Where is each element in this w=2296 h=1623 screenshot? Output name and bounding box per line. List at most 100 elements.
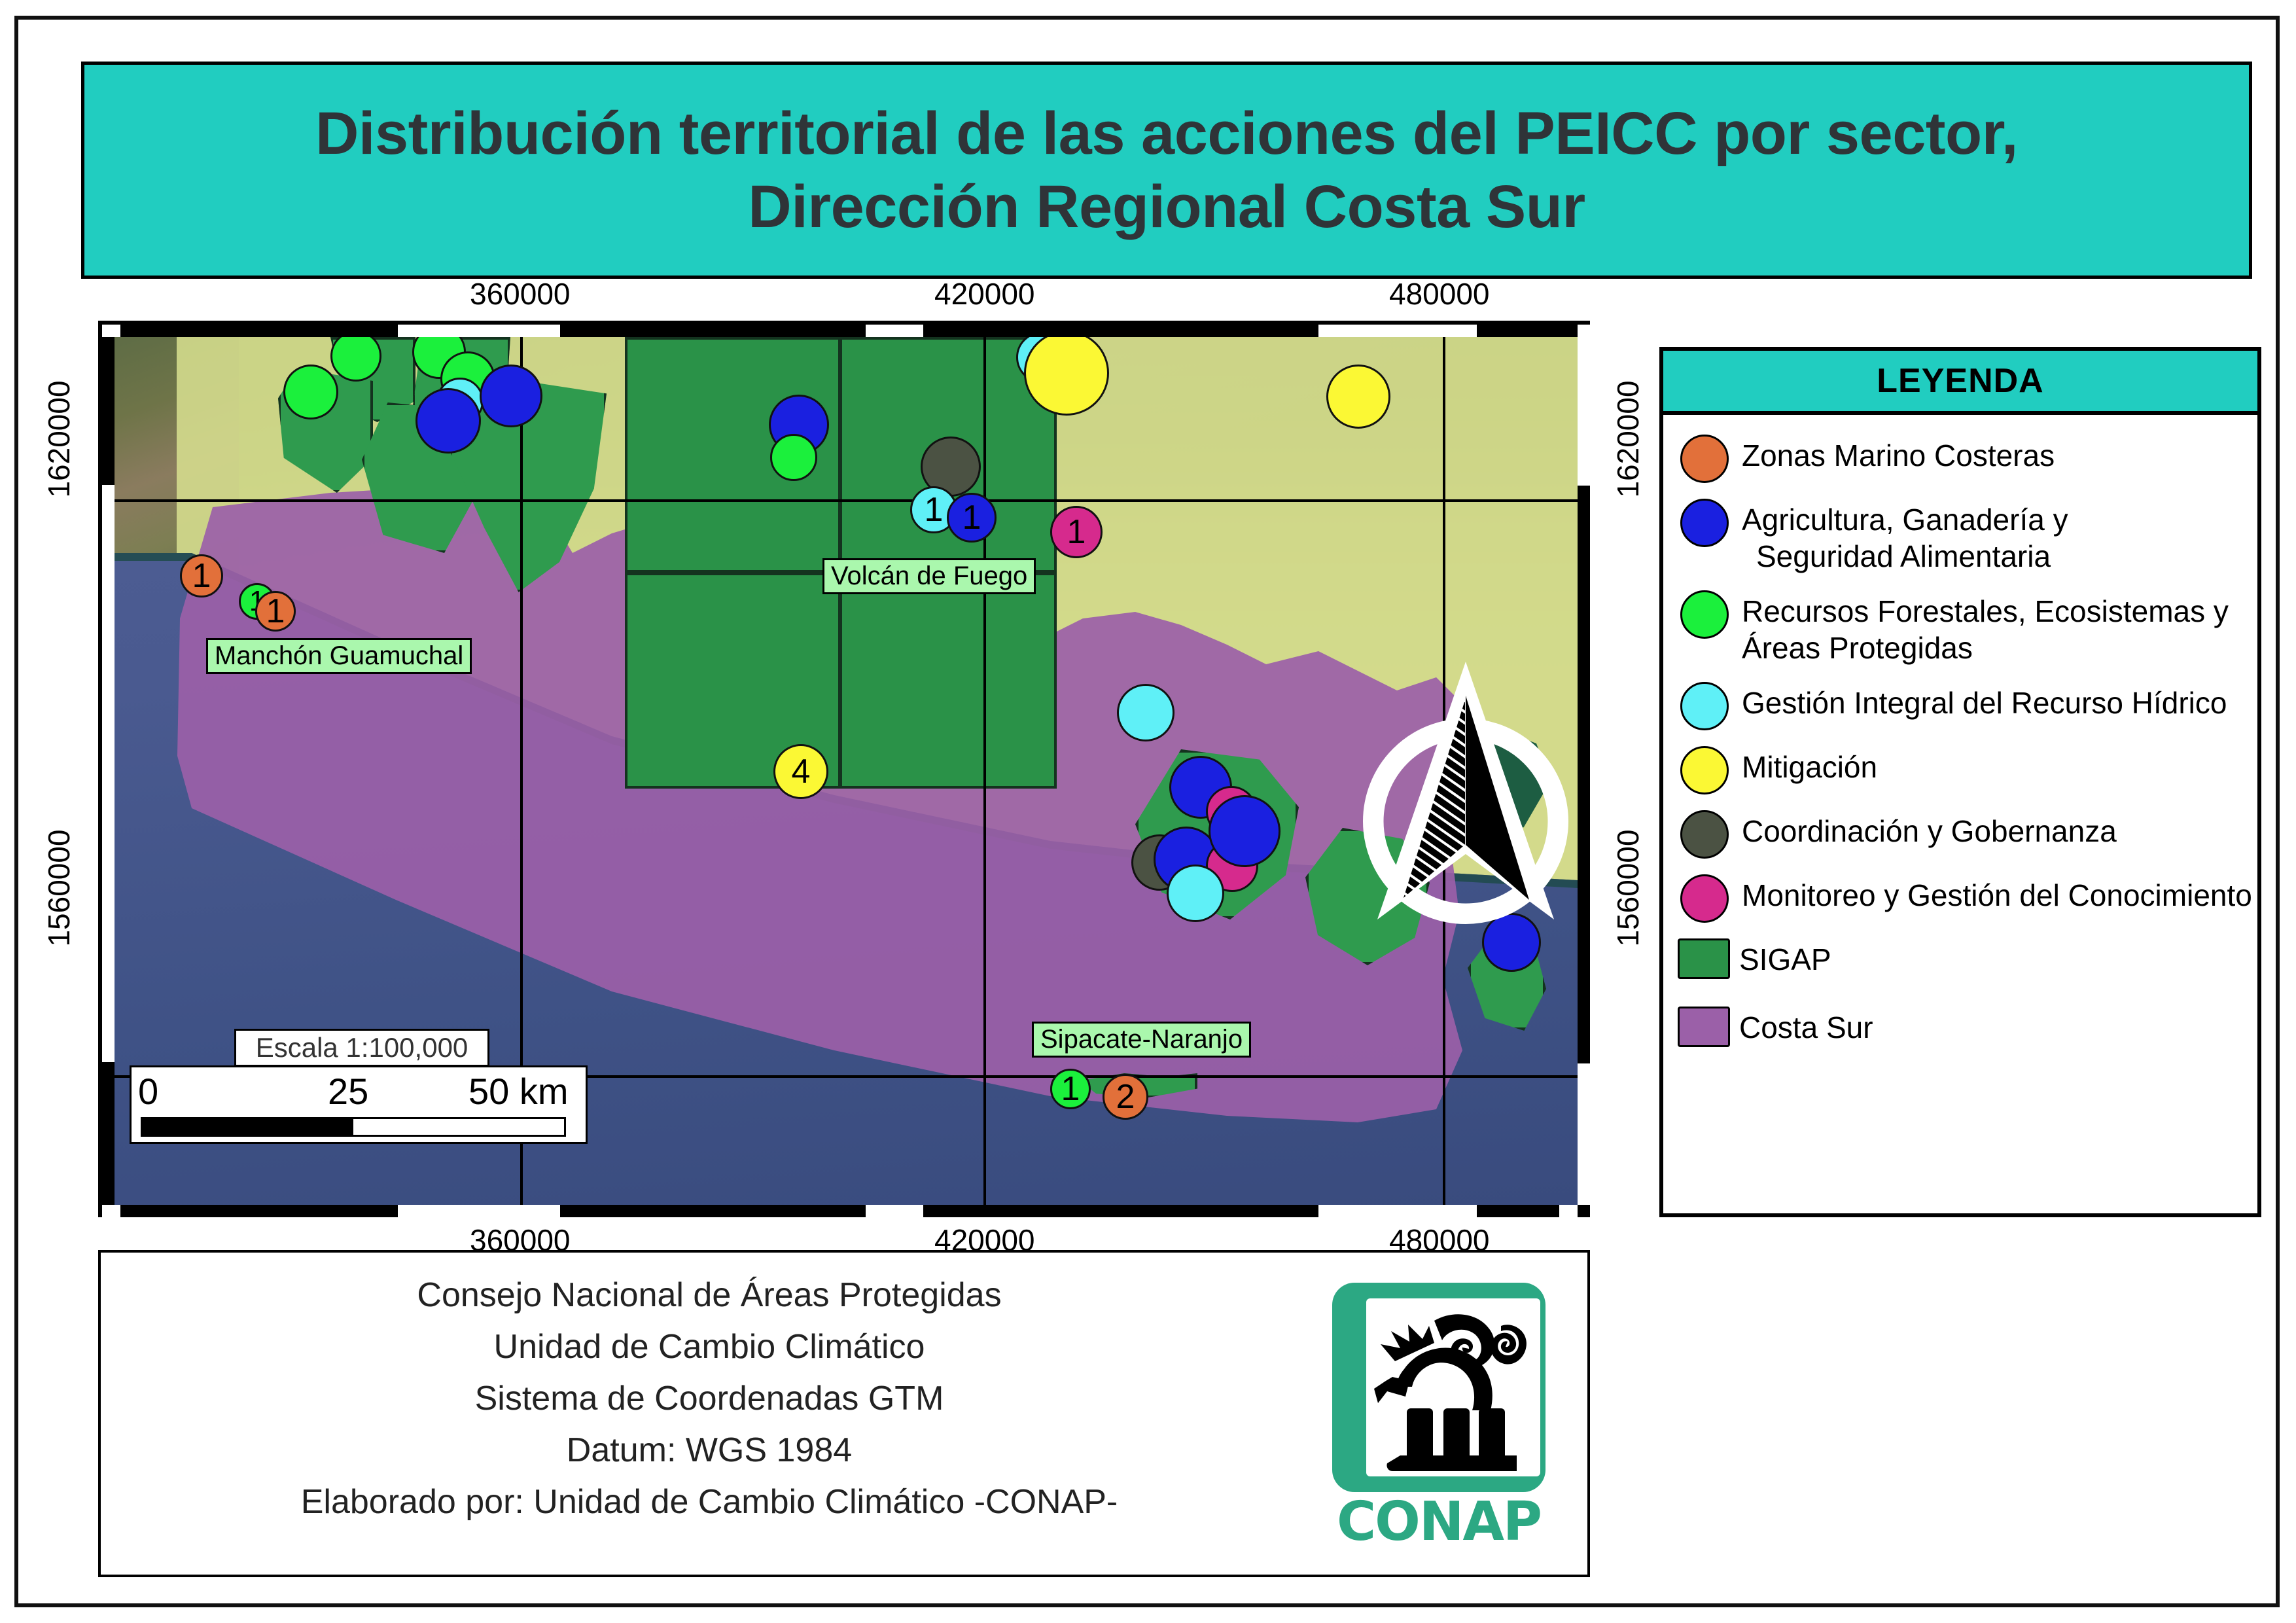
marker-mitigacion[interactable]: [1326, 365, 1390, 429]
frame-seg: [102, 485, 115, 1062]
marker-agricultura[interactable]: [1482, 913, 1541, 972]
marker-agricultura[interactable]: [415, 388, 481, 454]
logo-wordmark: CONAP: [1336, 1491, 1542, 1553]
legend-item-costa-sur[interactable]: Costa Sur: [1663, 1004, 2257, 1048]
marker-recursos-forestales[interactable]: 1: [1050, 1069, 1091, 1109]
legend-label: Mitigación: [1742, 750, 1878, 785]
marker-zonas-marino-costeras[interactable]: 1: [180, 554, 223, 597]
legend-label: Coordinación y Gobernanza: [1742, 814, 2117, 849]
scale-tick-25: 25: [328, 1071, 369, 1112]
frame-seg: [102, 1205, 120, 1217]
map-neatline-frame: 1 1 1 1: [98, 321, 1590, 1217]
x-axis-label-top-360000: 360000: [470, 277, 571, 311]
marker-count: 1: [924, 491, 944, 529]
scale-tick-50: 50 km: [468, 1071, 569, 1112]
marker-gestion-hidrico[interactable]: [1117, 684, 1174, 741]
logo-glyph-area: [1366, 1298, 1540, 1476]
legend-panel: LEYENDA Zonas Marino Costeras Agricultur…: [1659, 347, 2261, 1217]
footer-credits: Consejo Nacional de Áreas Protegidas Uni…: [101, 1270, 1318, 1528]
footer-line-1: Consejo Nacional de Áreas Protegidas: [417, 1276, 1002, 1314]
marker-zonas-marino-costeras[interactable]: 2: [1103, 1074, 1148, 1120]
map-raster: 1 1 1 1: [115, 337, 1578, 1205]
frame-seg: [1318, 1205, 1477, 1217]
frame-seg: [1578, 325, 1590, 486]
frame-seg: [398, 325, 560, 337]
legend-item-recursos-forestales[interactable]: Recursos Forestales, Ecosistemas y Áreas…: [1663, 588, 2257, 666]
place-label-manchon-guamuchal: Manchón Guamuchal: [206, 638, 472, 674]
legend-swatch-circle: [1680, 810, 1729, 859]
marker-mitigacion[interactable]: [1024, 337, 1109, 416]
frame-seg: [1318, 325, 1477, 337]
graticule-line-horizontal: [115, 1075, 1578, 1078]
page-title: Distribución territorial de las acciones…: [289, 97, 2044, 243]
marker-count: 2: [1116, 1078, 1135, 1116]
marker-mitigacion[interactable]: 4: [773, 744, 828, 799]
frame-seg: [1559, 1205, 1578, 1217]
scale-ratio-label: Escala 1:100,000: [234, 1029, 489, 1067]
sigap-polygon: [839, 573, 1057, 789]
title-line-1: Distribución territorial de las acciones…: [315, 99, 2019, 167]
frame-seg: [866, 325, 923, 337]
legend-title: LEYENDA: [1663, 351, 2257, 415]
legend-item-agricultura-ganaderia[interactable]: Agricultura, Ganadería y Seguridad Alime…: [1663, 496, 2257, 575]
legend-label-line2: Áreas Protegidas: [1742, 631, 1973, 666]
legend-item-mitigacion[interactable]: Mitigación: [1663, 743, 2257, 795]
place-label-volcan-de-fuego: Volcán de Fuego: [822, 558, 1036, 594]
legend-label-line1: Agricultura, Ganadería y: [1742, 503, 2068, 537]
x-axis-label-top-420000: 420000: [934, 277, 1035, 311]
legend-item-sigap[interactable]: SIGAP: [1663, 936, 2257, 980]
y-axis-label-left-1620000: 1620000: [42, 380, 76, 498]
frame-seg: [398, 1205, 560, 1217]
legend-label-line2: Seguridad Alimentaria: [1756, 539, 2051, 574]
graticule-line-vertical: [983, 337, 986, 1205]
marker-count: 1: [1061, 1070, 1080, 1108]
poster-frame: Distribución territorial de las acciones…: [14, 16, 2280, 1607]
footer-line-2: Unidad de Cambio Climático: [493, 1328, 925, 1366]
marker-count: 1: [266, 592, 285, 630]
scale-bar-box: 0 25 50 km: [130, 1065, 588, 1144]
marker-agricultura[interactable]: 1: [947, 493, 997, 543]
marker-zonas-marino-costeras[interactable]: 1: [255, 591, 296, 632]
marker-count: 4: [791, 753, 811, 791]
frame-seg: [1578, 1063, 1590, 1205]
y-axis-label-right-1560000: 1560000: [1611, 829, 1645, 947]
scale-bar-filled-half: [143, 1119, 353, 1135]
legend-item-gestion-recurso-hidrico[interactable]: Gestión Integral del Recurso Hídrico: [1663, 679, 2257, 731]
graticule-line-vertical: [520, 337, 523, 1205]
legend-swatch-circle: [1680, 435, 1729, 483]
legend-label: Monitoreo y Gestión del Conocimiento: [1742, 878, 2252, 913]
marker-count: 1: [192, 557, 211, 595]
marker-agricultura[interactable]: [1209, 795, 1280, 867]
legend-label: Gestión Integral del Recurso Hídrico: [1742, 686, 2227, 721]
logo-badge: [1332, 1283, 1545, 1492]
marker-recursos-forestales[interactable]: [330, 337, 381, 382]
scale-bar-graphic: [141, 1117, 566, 1137]
legend-swatch-circle: [1680, 746, 1729, 795]
marker-recursos-forestales[interactable]: [283, 365, 338, 419]
marker-agricultura[interactable]: [480, 365, 542, 427]
scale-tick-0: 0: [138, 1071, 159, 1112]
legend-swatch-circle: [1680, 590, 1729, 639]
frame-seg: [102, 325, 120, 337]
legend-item-monitoreo-conocimiento[interactable]: Monitoreo y Gestión del Conocimiento: [1663, 872, 2257, 923]
title-line-2: Dirección Regional Costa Sur: [748, 173, 1585, 240]
y-axis-label-left-1560000: 1560000: [42, 829, 76, 947]
legend-label: Zonas Marino Costeras: [1742, 438, 2055, 473]
x-axis-label-top-480000: 480000: [1389, 277, 1490, 311]
legend-item-coordinacion-gobernanza[interactable]: Coordinación y Gobernanza: [1663, 808, 2257, 859]
marker-gestion-hidrico[interactable]: [1167, 865, 1224, 922]
legend-item-zonas-marino-costeras[interactable]: Zonas Marino Costeras: [1663, 432, 2257, 483]
legend-swatch-circle: [1680, 874, 1729, 923]
marker-monitoreo[interactable]: 1: [1050, 506, 1103, 558]
legend-label: Costa Sur: [1739, 1010, 1873, 1045]
map-canvas[interactable]: 1 1 1 1: [98, 321, 1590, 1217]
y-axis-label-right-1620000: 1620000: [1611, 380, 1645, 498]
legend-items: Zonas Marino Costeras Agricultura, Ganad…: [1663, 415, 2257, 1048]
north-arrow-icon: [1358, 658, 1574, 933]
footer-line-5: Elaborado por: Unidad de Cambio Climátic…: [300, 1483, 1118, 1522]
scale-bar: Escala 1:100,000 0 25 50 km: [130, 1029, 614, 1147]
place-label-sipacate-naranjo: Sipacate-Naranjo: [1032, 1022, 1252, 1058]
legend-label-line1: Recursos Forestales, Ecosistemas y: [1742, 594, 2229, 629]
marker-recursos-forestales[interactable]: [770, 434, 817, 481]
